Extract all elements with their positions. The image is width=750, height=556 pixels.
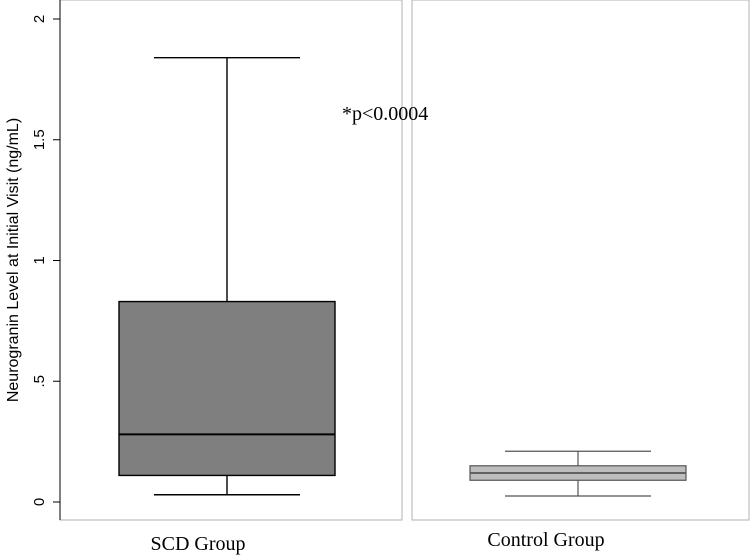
box-0-iqr [118,300,336,477]
y-tick-label-0: 0 [31,498,48,506]
category-label-scd: SCD Group [150,533,245,555]
y-tick-label-3: 1.5 [31,129,48,150]
y-tick-label-1: .5 [31,375,48,388]
y-ticks: 0 .5 1 1.5 2 [31,15,60,506]
y-tick-label-4: 2 [31,15,48,23]
category-label-control: Control Group [487,529,604,551]
y-tick-label-2: 1 [31,256,48,264]
panel-control [411,0,750,521]
boxes [118,56,687,497]
significance-annotation: *p<0.0004 [342,103,428,125]
y-axis-label: Neurogranin Level at Initial Visit (ng/m… [5,118,22,402]
